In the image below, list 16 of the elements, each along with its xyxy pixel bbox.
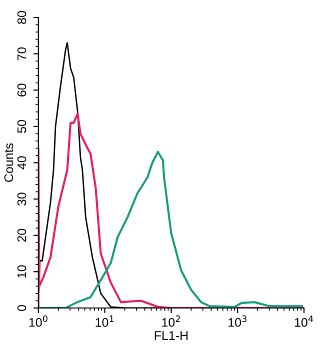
x-tick-label: 10$^{3}$	[228, 315, 246, 327]
y-tick-label: 10	[17, 265, 26, 278]
y-tick-label: 30	[17, 192, 26, 206]
y-axis-title: Counts	[4, 143, 14, 182]
x-tick-label: 10$^{1}$	[96, 316, 114, 327]
x-tick-label: 10$^{2}$	[162, 315, 180, 327]
y-tick-label: 50	[17, 120, 26, 133]
y-tick-label: 70	[17, 47, 26, 60]
x-axis-title: FL1-H	[154, 331, 188, 340]
y-tick-label: 80	[17, 11, 26, 24]
x-tick-label: 10$^{4}$	[294, 316, 314, 327]
y-tick-label: 20	[17, 228, 26, 242]
y-tick-label: 60	[17, 84, 26, 96]
x-tick-label: 10$^{0}$	[29, 315, 48, 327]
y-tick-label: 40	[17, 156, 26, 170]
y-tick-label: 0	[17, 305, 26, 311]
